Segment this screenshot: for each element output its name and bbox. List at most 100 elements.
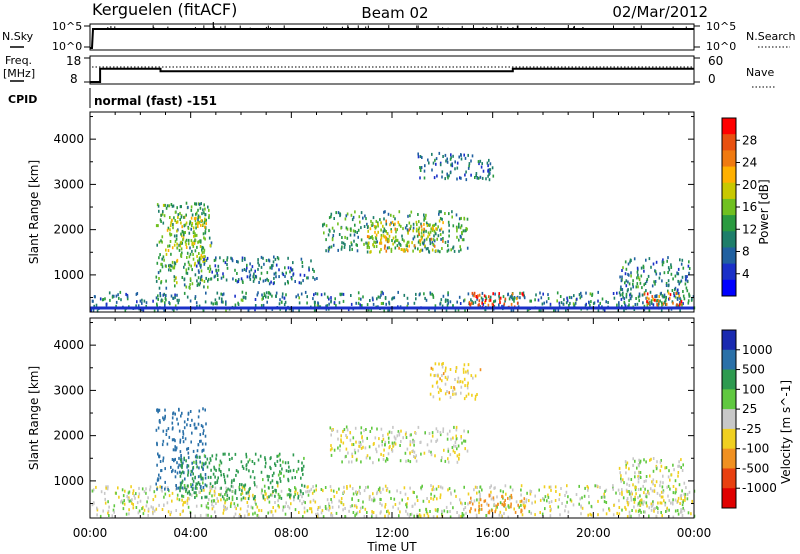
data-cell [519, 296, 521, 300]
data-cell [245, 467, 248, 471]
data-cell [655, 514, 658, 518]
data-cell [667, 291, 670, 295]
data-cell [142, 308, 145, 312]
data-cell [341, 236, 343, 239]
data-cell [364, 214, 366, 218]
data-cell [620, 285, 622, 289]
data-cell [631, 492, 633, 496]
data-cell [630, 490, 633, 494]
data-cell [264, 458, 267, 462]
data-cell [618, 466, 621, 470]
data-cell [482, 169, 485, 173]
data-cell [265, 461, 267, 465]
data-cell [406, 224, 408, 228]
data-cell [156, 243, 158, 247]
data-cell [508, 297, 511, 301]
data-cell [265, 295, 267, 299]
data-cell [597, 513, 599, 517]
data-cell [170, 268, 172, 272]
data-cell [478, 490, 481, 494]
data-cell [254, 304, 257, 307]
data-cell [589, 303, 591, 307]
data-cell [423, 169, 426, 173]
data-cell [181, 466, 183, 470]
data-cell [407, 214, 409, 218]
data-cell [181, 276, 184, 279]
data-cell [126, 295, 129, 299]
data-cell [356, 511, 359, 515]
data-cell [635, 492, 637, 496]
data-cell [360, 446, 363, 450]
data-cell [626, 515, 629, 519]
data-cell [406, 296, 409, 300]
data-cell [540, 309, 542, 313]
data-cell [447, 293, 449, 297]
data-cell [420, 452, 422, 456]
data-cell [382, 230, 385, 234]
data-cell [294, 476, 296, 479]
data-cell [487, 303, 490, 307]
data-cell [512, 309, 515, 313]
data-cell [659, 299, 661, 303]
data-cell [206, 457, 209, 461]
data-cell [433, 234, 435, 238]
data-cell [378, 458, 380, 462]
data-cell [501, 502, 504, 506]
data-cell [350, 302, 353, 306]
data-cell [349, 248, 351, 252]
data-cell [690, 512, 692, 516]
data-cell [686, 289, 689, 293]
data-cell [450, 156, 452, 160]
data-cell [549, 485, 552, 489]
data-cell [245, 491, 248, 495]
data-cell [203, 250, 205, 254]
data-cell [472, 376, 474, 380]
data-cell [383, 246, 386, 250]
data-cell [302, 515, 304, 518]
data-cell [275, 271, 277, 275]
data-cell [340, 497, 343, 500]
data-cell [156, 443, 158, 447]
data-cell [260, 509, 263, 513]
data-cell [181, 411, 183, 415]
data-cell [397, 290, 399, 294]
data-cell [528, 499, 530, 503]
data-cell [184, 240, 187, 244]
data-cell [337, 437, 339, 441]
data-cell [307, 276, 309, 280]
data-cell [403, 486, 406, 490]
data-cell [196, 254, 198, 258]
data-cell [644, 282, 647, 285]
data-cell [313, 293, 315, 297]
data-cell [667, 475, 670, 479]
data-cell [455, 428, 458, 432]
data-cell [328, 302, 330, 306]
data-cell [230, 480, 233, 484]
data-cell [278, 268, 280, 272]
freq-strip-frame [89, 55, 695, 85]
data-cell [627, 477, 630, 481]
data-cell [385, 249, 388, 253]
data-cell [108, 505, 110, 509]
data-cell [271, 266, 273, 270]
data-cell [447, 447, 450, 451]
data-cell [194, 261, 196, 265]
data-cell [657, 510, 659, 514]
data-cell [491, 515, 493, 519]
data-cell [677, 272, 680, 276]
data-cell [329, 229, 331, 233]
data-cell [441, 365, 444, 369]
data-cell [172, 411, 175, 415]
data-cell [104, 297, 106, 301]
data-cell [274, 501, 276, 504]
data-cell [281, 300, 283, 304]
data-cell [470, 173, 472, 177]
data-cell [440, 485, 442, 489]
data-cell [463, 299, 465, 303]
data-cell [339, 214, 341, 218]
data-cell [638, 471, 640, 475]
data-cell [415, 292, 417, 296]
data-cell [361, 304, 363, 308]
data-cell [544, 507, 546, 511]
data-cell [642, 264, 645, 268]
